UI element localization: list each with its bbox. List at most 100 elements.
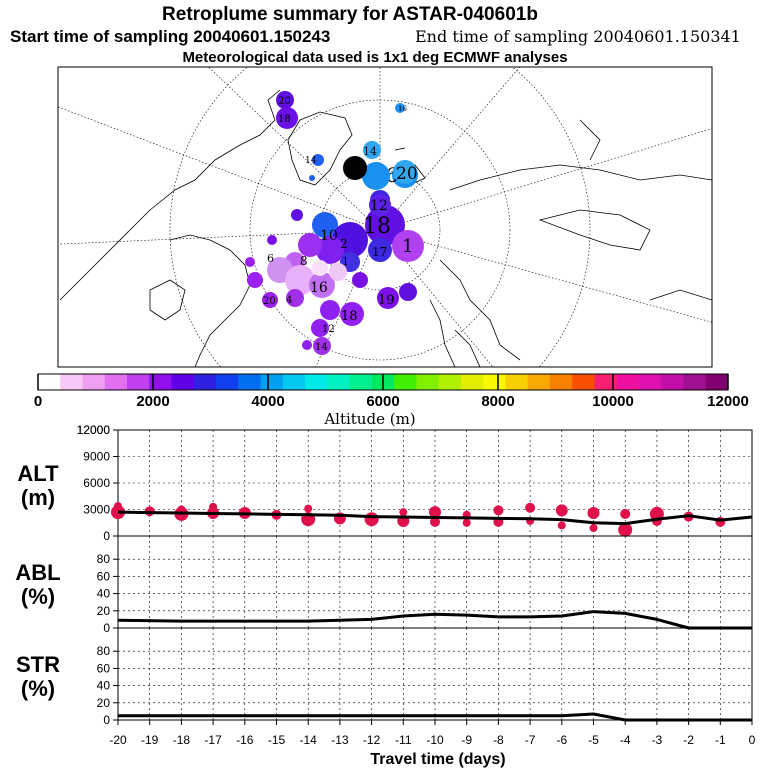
x-tick-label: -17 xyxy=(204,733,222,747)
plume-particle xyxy=(316,236,344,264)
scatter-point xyxy=(555,504,568,517)
end-time-label: End time of sampling 20040601.150341 xyxy=(415,27,741,46)
plume-particle xyxy=(352,272,368,288)
x-tick-label: -10 xyxy=(426,733,444,747)
colorbar-swatch xyxy=(305,374,328,390)
colorbar-label: Altitude (m) xyxy=(323,410,415,428)
xaxis-title: Travel time (days) xyxy=(370,751,505,768)
latitude-circle xyxy=(319,169,441,291)
colorbar-swatch xyxy=(483,374,506,390)
figure-title: Retroplume summary for ASTAR-040601b xyxy=(162,4,538,25)
plume-particle xyxy=(276,107,298,129)
plume-particle xyxy=(309,175,315,181)
plume-label: 6 xyxy=(267,252,274,265)
plume-label: 18 xyxy=(363,214,391,239)
plume-label: 20 xyxy=(278,96,291,107)
y-tick-label: 60 xyxy=(97,569,111,583)
plume-label: 14 xyxy=(315,342,328,353)
scatter-point xyxy=(114,501,122,510)
x-tick-label: -15 xyxy=(268,733,286,747)
plume-particle xyxy=(312,154,324,166)
colorbar-swatch xyxy=(60,374,84,390)
y-tick-label: 0 xyxy=(103,529,110,543)
x-tick-label: -7 xyxy=(525,733,536,747)
scatter-point xyxy=(177,505,186,514)
scatter-point xyxy=(557,521,566,530)
x-tick-label: -1 xyxy=(715,733,726,747)
scatter-point xyxy=(493,505,504,516)
scatter-point xyxy=(587,507,600,520)
colorbar-swatch xyxy=(438,374,462,390)
colorbar-swatch xyxy=(82,374,106,390)
plume-particle xyxy=(377,287,399,309)
plume-particle xyxy=(312,260,328,276)
scatter-point xyxy=(525,502,536,513)
colorbar-swatch xyxy=(683,374,707,390)
colorbar-swatch xyxy=(38,374,61,390)
colorbar-swatch xyxy=(149,374,173,390)
colorbar-swatch xyxy=(349,374,373,390)
colorbar-swatch xyxy=(127,374,150,390)
colorbar-swatch xyxy=(238,374,262,390)
plume-label: 18 xyxy=(341,309,358,324)
y-tick-label: 20 xyxy=(97,604,111,618)
x-tick-label: -14 xyxy=(300,733,318,747)
map-content: 16 20 14 18 16 1 xyxy=(58,67,712,367)
colorbar-tick-label: 2000 xyxy=(136,393,169,410)
x-tick-label: -11 xyxy=(395,733,412,747)
x-tick-label: -19 xyxy=(141,733,159,747)
colorbar-swatch xyxy=(549,374,573,390)
x-tick-label: -8 xyxy=(493,733,504,747)
x-tick-label: 0 xyxy=(749,733,756,747)
plume-label: 12 xyxy=(370,198,388,214)
plume-label: 20 xyxy=(396,164,418,184)
colorbar-tick-label: 12000 xyxy=(707,393,749,410)
colorbar-swatch xyxy=(416,374,440,390)
plume-particle xyxy=(393,160,417,184)
coastline-hudson xyxy=(149,279,186,321)
plume-label: 1 xyxy=(402,236,413,257)
series-line xyxy=(117,510,753,526)
panel-ylabel-unit: (%) xyxy=(21,676,55,701)
colorbar-swatch xyxy=(460,374,484,390)
panel-ylabel: ALT xyxy=(17,461,59,486)
y-tick-label: 12000 xyxy=(77,423,111,437)
time-series-panels: 03000600090001200012000ALT(m)020406080AB… xyxy=(15,423,755,747)
plume-label: 8 xyxy=(300,254,308,268)
colorbar-swatch xyxy=(505,374,529,390)
panel-ylabel: STR xyxy=(16,652,60,677)
scatter-point xyxy=(111,505,125,520)
y-tick-label: 9000 xyxy=(83,450,110,464)
x-tick-label: -5 xyxy=(588,733,599,747)
colorbar-tick-label: 4000 xyxy=(251,393,284,410)
plume-particle xyxy=(313,337,331,355)
colorbar-tick-label: 0 xyxy=(34,393,42,410)
series-line xyxy=(118,712,752,722)
scatter-point xyxy=(618,522,633,537)
colorbar-swatch xyxy=(594,374,618,390)
plume-label: 17 xyxy=(372,245,387,259)
x-tick-label: -9 xyxy=(461,733,472,747)
plume-particle xyxy=(286,289,304,307)
plume-label: 14 xyxy=(305,156,317,166)
latitude-circle xyxy=(169,67,591,367)
x-tick-label: -13 xyxy=(331,733,349,747)
plume-particle xyxy=(262,292,278,308)
plume-label: 1 xyxy=(342,255,349,268)
x-tick-label: -20 xyxy=(109,733,127,747)
colorbar-swatch xyxy=(104,374,128,390)
plume-particle xyxy=(340,302,364,326)
x-tick-label: -18 xyxy=(173,733,191,747)
plume-particle xyxy=(329,263,347,281)
panel-ylabel: ABL xyxy=(15,560,60,585)
plume-particle xyxy=(320,300,340,320)
coastline-europe xyxy=(429,259,521,367)
coastline-asia xyxy=(449,119,712,301)
series-line xyxy=(117,610,752,630)
plume-particle xyxy=(369,194,391,216)
plume-particle xyxy=(267,235,277,245)
polar-map: 16 20 14 18 16 1 xyxy=(57,66,713,368)
scatter-point xyxy=(209,502,218,511)
colorbar-swatch xyxy=(193,374,217,390)
